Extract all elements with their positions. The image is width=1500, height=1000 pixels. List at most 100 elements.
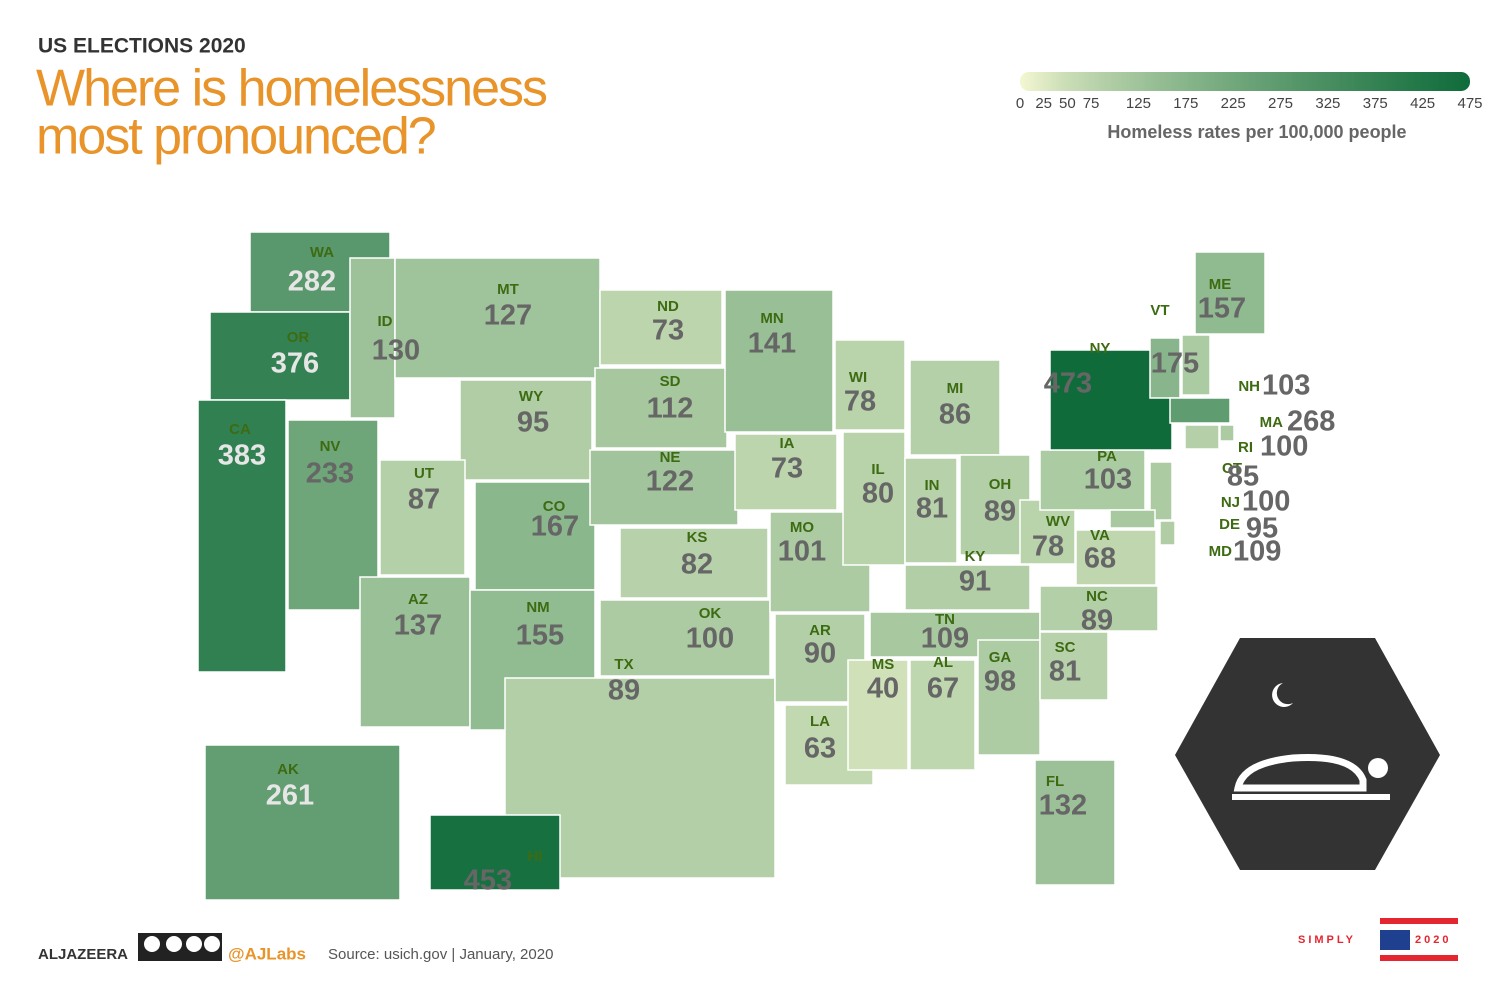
legend-tick-label: 50: [1059, 95, 1076, 112]
state-value: 167: [531, 511, 579, 543]
state-code: KY: [965, 548, 986, 565]
state-code: SC: [1055, 639, 1076, 656]
state-value: 86: [939, 399, 971, 431]
map: WA 282 OR 376 CA 383 NV 233 ID 130 MT 127 WY 95 UT 87 CO…: [197, 231, 1335, 901]
stripe: [1380, 918, 1458, 924]
state-code: NY: [1090, 340, 1111, 357]
state-value: 103: [1084, 464, 1132, 496]
state: [842, 431, 906, 566]
state-code: MT: [497, 281, 519, 298]
state-code: ND: [657, 298, 679, 315]
state-value: 233: [306, 458, 354, 490]
legend-tick-label: 475: [1457, 95, 1482, 112]
state-code: NM: [526, 599, 549, 616]
legend-tick-label: 25: [1035, 95, 1052, 112]
state-code: HI: [528, 848, 543, 865]
state: [1159, 520, 1176, 546]
state: [599, 289, 723, 366]
state-code: FL: [1046, 773, 1064, 790]
state-value: 81: [916, 493, 948, 525]
state-value: 89: [1081, 605, 1113, 637]
state-value: 78: [1032, 531, 1064, 563]
state: [1039, 631, 1109, 701]
state-value: 383: [218, 440, 266, 472]
title-line: most pronounced?: [36, 108, 435, 166]
state-code: OK: [699, 605, 722, 622]
state: [204, 744, 401, 901]
state-value: 175: [1151, 348, 1199, 380]
state: [394, 257, 601, 379]
state-value: 376: [271, 348, 319, 380]
state-code: RI: [1238, 439, 1253, 456]
title-line: Where is homelessness: [36, 60, 547, 118]
state: [1075, 529, 1157, 586]
state-code: NH: [1238, 378, 1260, 395]
state: [589, 449, 739, 526]
state-code: WA: [310, 244, 334, 261]
state: [909, 359, 1001, 456]
state-code: WI: [849, 369, 867, 386]
state: [1109, 509, 1156, 529]
state-value: 73: [652, 315, 684, 347]
state-value: 95: [517, 407, 549, 439]
state: [1149, 461, 1173, 521]
state-code: IA: [780, 435, 795, 452]
kicker: US ELECTIONS 2020: [38, 35, 246, 58]
simply-badge: [1380, 918, 1458, 961]
state-code: NV: [320, 438, 341, 455]
state-value: 100: [686, 623, 734, 655]
cc-circle: [186, 936, 202, 952]
state-value: 100: [1260, 431, 1308, 463]
handle: @AJLabs: [228, 944, 306, 963]
brand: ALJAZEERA: [38, 946, 128, 963]
state-code: CA: [229, 421, 251, 438]
state-code: WY: [519, 388, 543, 405]
cc-circle: [144, 936, 160, 952]
state-value: 63: [804, 733, 836, 765]
state: [349, 257, 396, 419]
state: [619, 527, 769, 599]
state-value: 81: [1049, 656, 1081, 688]
state-code: SD: [660, 373, 681, 390]
legend-bar: [1020, 72, 1470, 91]
legend-tick-label: 425: [1410, 95, 1435, 112]
source: Source: usich.gov | January, 2020: [328, 946, 553, 963]
state-value: 73: [771, 453, 803, 485]
state-value: 141: [748, 328, 796, 360]
state: [1039, 449, 1146, 511]
state-code: GA: [989, 649, 1012, 666]
moon: [1272, 683, 1293, 707]
state-code: LA: [810, 713, 830, 730]
state: [459, 379, 593, 481]
state-value: 109: [921, 623, 969, 655]
state: [209, 311, 351, 401]
state-code: ME: [1209, 276, 1232, 293]
state-value: 112: [647, 393, 694, 425]
state-code: TN: [935, 611, 955, 628]
legend-tick-label: 75: [1083, 95, 1100, 112]
state: [724, 289, 834, 433]
badge-text: 2020: [1415, 934, 1451, 946]
state: [474, 481, 596, 591]
state-value: 98: [984, 666, 1016, 698]
state-value: 82: [681, 549, 713, 581]
state: [909, 659, 976, 771]
legend-tick-label: 325: [1315, 95, 1340, 112]
state-value: 68: [1084, 543, 1116, 575]
cc-circle: [204, 936, 220, 952]
state-code: MN: [760, 310, 783, 327]
state-code: AR: [809, 622, 831, 639]
state-value: 122: [646, 466, 694, 498]
state-value: 40: [867, 673, 899, 705]
state-code: UT: [414, 465, 434, 482]
state-code: OR: [287, 329, 310, 346]
state-code: VT: [1150, 302, 1169, 319]
state: [599, 599, 771, 677]
cc-circle: [166, 936, 182, 952]
state-value: 80: [862, 478, 894, 510]
state: [594, 367, 728, 449]
legend-tick-label: 125: [1126, 95, 1151, 112]
head: [1368, 758, 1388, 778]
state: [1181, 334, 1211, 396]
